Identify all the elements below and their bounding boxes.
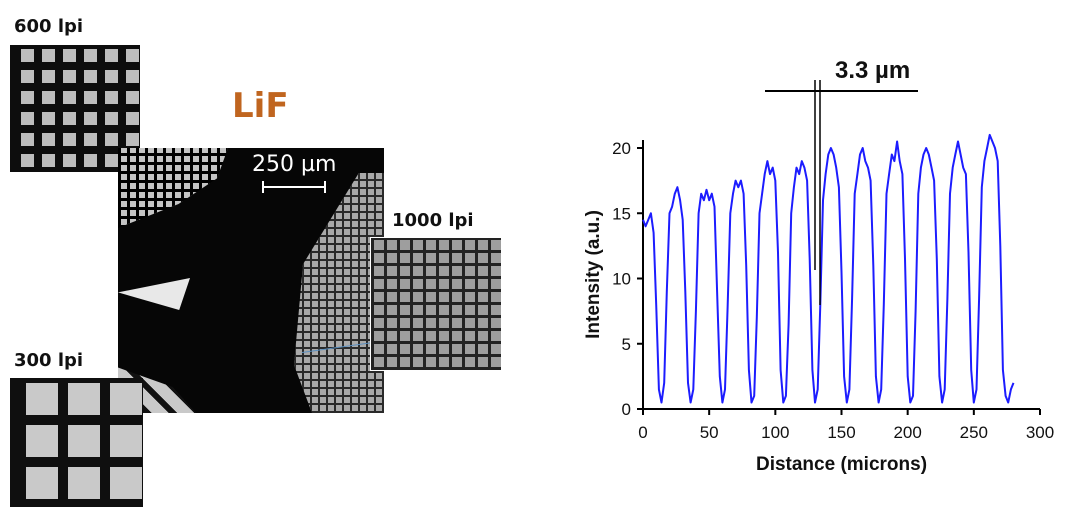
x-tick-label: 0 [638, 423, 647, 442]
x-tick-label: 200 [893, 423, 921, 442]
x-tick-label: 50 [700, 423, 719, 442]
scale-bar-label: 250 µm [252, 152, 337, 177]
label-600-lpi: 600 lpi [14, 16, 84, 37]
resolution-label: 3.3 µm [835, 57, 910, 84]
y-tick-label: 0 [622, 400, 631, 419]
label-lif: LiF [232, 86, 289, 126]
intensity-line [642, 133, 1015, 404]
y-tick-label: 5 [622, 335, 631, 354]
y-tick-label: 15 [612, 204, 631, 223]
scale-bar-tick-right [324, 181, 326, 193]
x-tick-label: 150 [827, 423, 855, 442]
label-300-lpi: 300 lpi [14, 350, 84, 371]
scale-bar [262, 186, 326, 188]
image-lif-micrograph [118, 148, 384, 413]
y-tick-label: 20 [612, 139, 631, 158]
x-axis-label: Distance (microns) [756, 454, 927, 475]
image-1000-lpi-mesh [370, 237, 502, 371]
bright-wedge [118, 278, 190, 310]
mesh-600-region [118, 148, 228, 228]
x-tick-label: 100 [761, 423, 789, 442]
y-axis-label: Intensity (a.u.) [583, 210, 604, 339]
scale-bar-tick-left [262, 181, 264, 193]
image-300-lpi-mesh [10, 378, 143, 507]
x-tick-label: 300 [1026, 423, 1054, 442]
x-tick-label: 250 [960, 423, 988, 442]
y-tick-label: 10 [612, 270, 631, 289]
image-600-lpi-mesh [10, 45, 140, 172]
label-1000-lpi: 1000 lpi [392, 210, 474, 231]
